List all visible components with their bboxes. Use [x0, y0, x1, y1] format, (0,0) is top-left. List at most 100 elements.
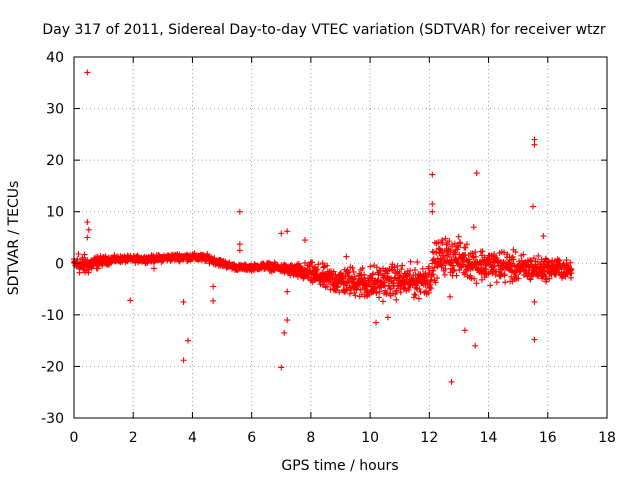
band-point — [512, 248, 519, 255]
band-point — [375, 271, 382, 278]
y-tick-label: 0 — [55, 256, 64, 272]
band-point — [435, 245, 442, 252]
band-point — [502, 279, 509, 286]
outlier-point — [343, 253, 350, 260]
band-point — [393, 287, 400, 294]
band-point — [512, 271, 519, 278]
band-point — [479, 248, 486, 255]
band-point — [372, 284, 379, 291]
band-point — [407, 258, 414, 265]
band-point — [555, 258, 562, 265]
band-point — [337, 269, 344, 276]
x-tick-label: 8 — [306, 430, 315, 446]
band-point — [449, 243, 456, 250]
band-point — [516, 268, 523, 275]
band-point — [472, 249, 479, 256]
band-point — [367, 263, 374, 270]
band-point — [446, 253, 453, 260]
band-point — [452, 251, 459, 258]
outlier-point — [472, 342, 479, 349]
outlier-points — [75, 69, 547, 385]
band-point — [389, 261, 396, 268]
band-point — [493, 279, 500, 286]
x-tick-label: 4 — [188, 430, 197, 446]
outlier-point — [384, 314, 391, 321]
band-point — [477, 261, 484, 268]
x-tick-label: 2 — [129, 430, 138, 446]
band-point — [315, 261, 322, 268]
band-point — [452, 255, 459, 262]
band-point — [435, 239, 442, 246]
band-point — [456, 239, 463, 246]
x-tick-label: 14 — [480, 430, 498, 446]
band-point — [542, 273, 549, 280]
band-point — [347, 287, 354, 294]
outlier-point — [281, 329, 288, 336]
band-point — [394, 263, 401, 270]
band-point — [349, 264, 356, 271]
band-point — [425, 289, 432, 296]
band-point — [446, 238, 453, 245]
band-point — [481, 274, 488, 281]
band-point — [357, 286, 364, 293]
band-point — [546, 275, 553, 282]
band-point — [491, 251, 498, 258]
outlier-point — [236, 241, 243, 248]
outlier-point — [210, 297, 217, 304]
band-point — [471, 275, 478, 282]
band-point — [545, 259, 552, 266]
band-point — [99, 262, 106, 269]
band-point — [411, 291, 418, 298]
y-tick-label: -30 — [41, 411, 64, 427]
band-point — [498, 270, 505, 277]
outlier-point — [429, 171, 436, 178]
band-point — [520, 251, 527, 258]
band-point — [393, 296, 400, 303]
outlier-point — [531, 141, 538, 148]
outlier-point — [127, 297, 134, 304]
band-point — [487, 259, 494, 266]
outlier-point — [180, 357, 187, 364]
band-point — [387, 285, 394, 292]
band-point — [469, 250, 476, 257]
band-point — [434, 255, 441, 262]
band-point — [415, 295, 422, 302]
band-point — [381, 282, 388, 289]
band-point — [370, 270, 377, 277]
band-point — [376, 294, 383, 301]
band-point — [399, 262, 406, 269]
band-point — [530, 255, 537, 262]
outlier-point — [278, 364, 285, 371]
axis-ticks: 0 2 4 6 8 10 12 14 16 18 -30 -20 -10 0 10 20 30 40 — [41, 50, 616, 446]
band-point — [405, 286, 412, 293]
data-band — [71, 233, 575, 305]
outlier-point — [461, 327, 468, 334]
band-point — [567, 274, 574, 281]
band-point — [345, 269, 352, 276]
outlier-point — [150, 265, 157, 272]
band-point — [356, 280, 363, 287]
band-point — [307, 263, 314, 270]
band-point — [453, 272, 460, 279]
band-point — [76, 269, 83, 276]
band-point — [94, 265, 101, 272]
outlier-point — [284, 228, 291, 235]
band-point — [455, 244, 462, 251]
outlier-point — [278, 230, 285, 237]
band-point — [94, 253, 101, 260]
band-point — [441, 271, 448, 278]
band-point — [324, 262, 331, 269]
band-point — [85, 269, 92, 276]
band-point — [457, 240, 464, 247]
band-point — [472, 253, 479, 260]
outlier-point — [531, 298, 538, 305]
band-point — [454, 242, 461, 249]
chart-title: Day 317 of 2011, Sidereal Day-to-day VTE… — [42, 22, 606, 38]
band-point — [359, 265, 366, 272]
outlier-point — [180, 298, 187, 305]
y-tick-label: 30 — [46, 102, 64, 118]
x-tick-label: 12 — [420, 430, 438, 446]
plot-frame — [73, 56, 608, 419]
band-point — [482, 266, 489, 273]
band-point — [437, 261, 444, 268]
